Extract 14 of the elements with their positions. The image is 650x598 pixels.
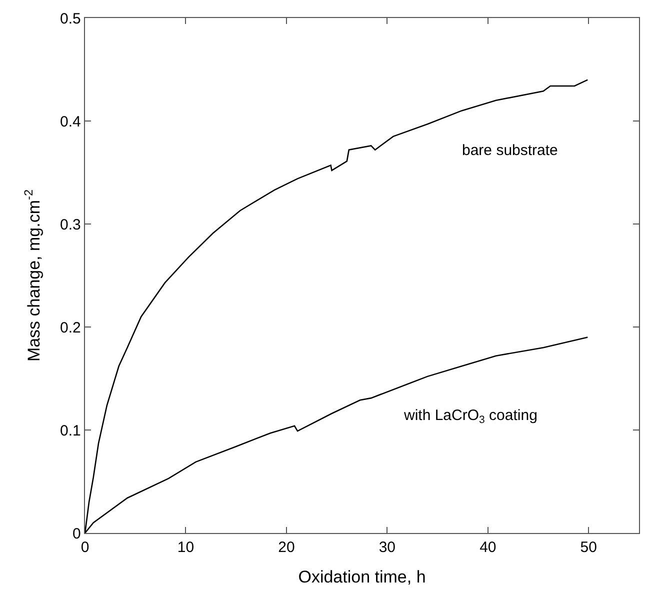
series-label: bare substrate [462,142,558,159]
x-tick-label: 40 [480,539,496,556]
series-label: with LaCrO$_{3}$ coating [403,407,538,426]
x-tick-label: 30 [378,539,396,556]
y-tick-label: 0.1 [60,422,81,440]
x-tick-label: 10 [177,539,194,556]
y-tick-label: 0.5 [60,10,81,28]
y-tick-label: 0.3 [60,216,81,234]
x-tick-label: 20 [278,539,295,556]
x-axis-title: Oxidation time, h [298,568,426,586]
y-tick-label: 0.4 [60,113,81,130]
y-tick-label: 0 [72,525,81,542]
x-tick-label: 50 [580,539,597,556]
y-tick-label: 0.2 [60,319,81,336]
